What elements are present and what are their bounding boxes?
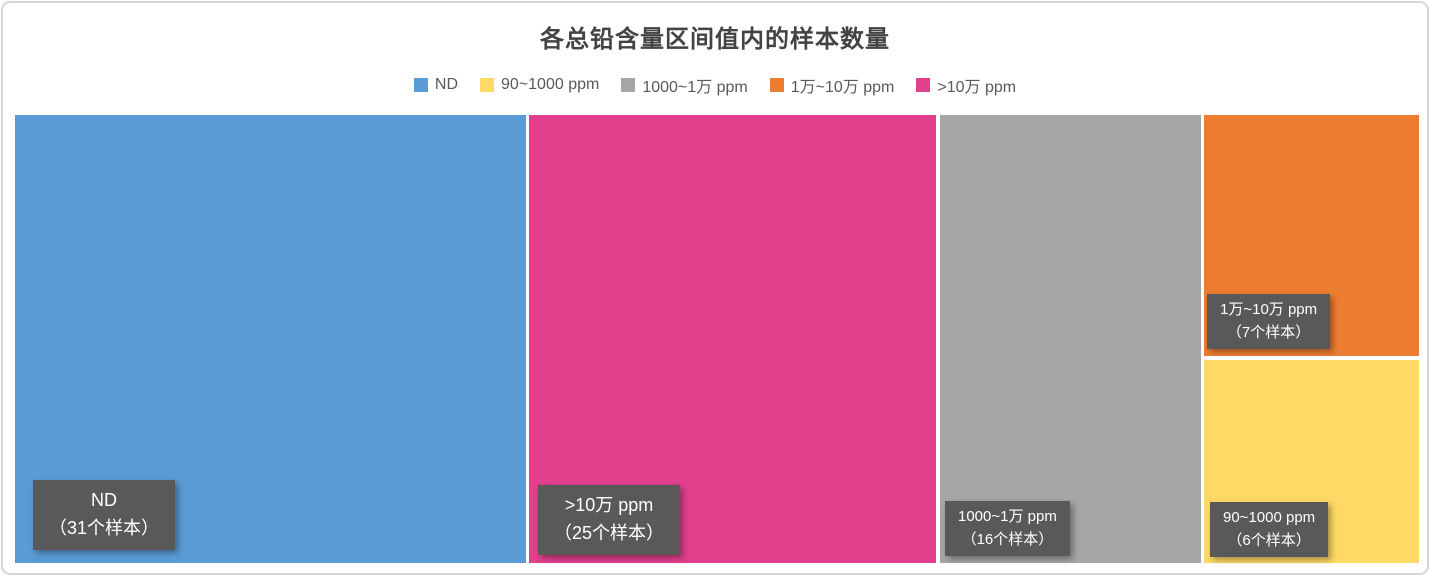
segment-count: （7个样本） (1226, 323, 1311, 341)
chart-title: 各总铅含量区间值内的样本数量 (540, 26, 890, 53)
segment-name: 1万~10万 ppm (1220, 301, 1318, 318)
segment-label-1000-10kppm: 1000~1万 ppm （16个样本） (945, 501, 1070, 556)
treemap-segment-90-1000ppm[interactable]: 90~1000 ppm （6个样本） (1204, 360, 1419, 563)
legend-label-gt100kppm: >10万 ppm (937, 79, 1017, 96)
treemap-segment-1000-10kppm[interactable]: 1000~1万 ppm （16个样本） (940, 115, 1201, 563)
segment-count: （6个样本） (1227, 531, 1311, 549)
legend-item-10k-100kppm[interactable]: 1万~10万 ppm (769, 73, 895, 97)
treemap-segment-gt100kppm[interactable]: >10万 ppm （25个样本） (529, 115, 936, 563)
legend-swatch-gt100kppm-icon (916, 78, 931, 92)
segment-name: 90~1000 ppm (1223, 509, 1316, 526)
segment-name: 1000~1万 ppm (958, 508, 1057, 525)
treemap: ND （31个样本） >10万 ppm （25个样本） 1000~1万 ppm … (15, 115, 1419, 563)
legend-label-10k-100kppm: 1万~10万 ppm (790, 79, 895, 96)
treemap-segment-10k-100kppm[interactable]: 1万~10万 ppm （7个样本） (1204, 115, 1419, 356)
legend-label-90-1000ppm: 90~1000 ppm (501, 76, 600, 93)
segment-name: ND (91, 490, 118, 511)
segment-label-10k-100kppm: 1万~10万 ppm （7个样本） (1207, 294, 1331, 349)
legend-swatch-1000-10kppm-icon (621, 78, 636, 92)
legend-item-1000-10kppm[interactable]: 1000~1万 ppm (621, 73, 748, 97)
segment-count: （31个样本） (49, 518, 160, 539)
segment-name: >10万 ppm (564, 495, 654, 516)
treemap-segment-nd[interactable]: ND （31个样本） (15, 115, 526, 563)
legend-swatch-nd-icon (413, 78, 428, 92)
legend-item-90-1000ppm[interactable]: 90~1000 ppm (480, 76, 599, 94)
legend-label-nd: ND (434, 76, 459, 93)
legend-item-nd[interactable]: ND (413, 76, 459, 94)
legend: ND 90~1000 ppm 1000~1万 ppm 1万~10万 ppm >1… (3, 73, 1427, 97)
legend-label-1000-10kppm: 1000~1万 ppm (642, 79, 748, 96)
legend-swatch-10k-100kppm-icon (769, 78, 784, 92)
segment-label-90-1000ppm: 90~1000 ppm （6个样本） (1210, 502, 1329, 557)
segment-count: （16个样本） (961, 530, 1054, 548)
segment-count: （25个样本） (554, 523, 665, 544)
legend-item-gt100kppm[interactable]: >10万 ppm (916, 73, 1016, 97)
legend-swatch-90-1000ppm-icon (480, 78, 495, 92)
segment-label-gt100kppm: >10万 ppm （25个样本） (538, 485, 681, 555)
segment-label-nd: ND （31个样本） (33, 480, 176, 550)
